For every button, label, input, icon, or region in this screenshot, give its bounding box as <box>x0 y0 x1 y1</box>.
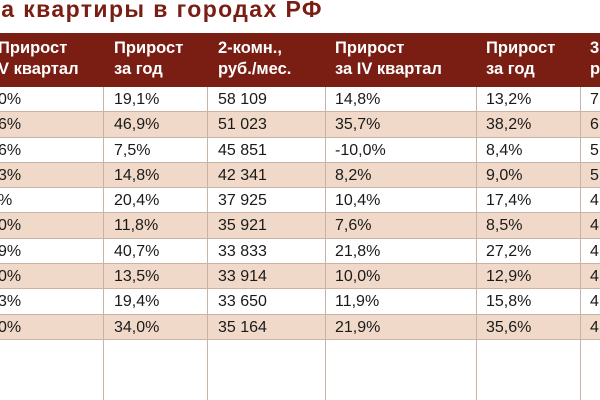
table-body: 0% 19,1% 58 109 14,8% 13,2% 7 6% 46,9% 5… <box>0 87 600 340</box>
table-cell: 5 <box>590 141 599 159</box>
table-cell: 15,8% <box>486 293 532 311</box>
table-row: 6% 46,9% 51 023 35,7% 38,2% 6 <box>0 112 600 138</box>
table-cell: 11,9% <box>335 293 380 311</box>
table-cell: 5 <box>590 166 599 184</box>
table-cell: % <box>0 190 12 211</box>
table-cell: 4 <box>590 268 599 286</box>
table-cell: 9,0% <box>486 166 523 184</box>
table-cell: 33 914 <box>218 268 267 286</box>
table-cell: 6 <box>590 116 599 134</box>
column-divider <box>207 87 208 400</box>
table-cell: 6% <box>0 116 22 134</box>
table-cell: 14,8% <box>335 91 381 108</box>
table-cell: 4 <box>590 318 599 336</box>
table-cell: 20,4% <box>114 192 160 210</box>
table-cell: 19,1% <box>114 91 160 108</box>
table-cell: 8,2% <box>335 166 372 184</box>
table-header: Прирост V квартал Прирост за год 2-комн., р… <box>0 33 600 87</box>
table-cell: 51 023 <box>218 116 267 134</box>
table-title: на квартиры в городах РФ <box>0 0 323 22</box>
table-cell: 10,0% <box>335 268 381 286</box>
table-cell: 21,9% <box>335 318 381 336</box>
column-divider <box>325 87 326 400</box>
table-cell: 4 <box>590 192 599 210</box>
header-cell: Прирост за IV квартал <box>335 39 442 78</box>
table-cell: 7,5% <box>114 141 151 159</box>
table-cell: 10,4% <box>335 192 381 210</box>
table-cell: 46,9% <box>114 116 160 134</box>
table-row: 3% 19,4% 33 650 11,9% 15,8% 4 <box>0 289 600 315</box>
table-cell: 42 341 <box>218 166 267 184</box>
table-cell: 3% <box>0 166 22 184</box>
table-cell: 35 921 <box>218 217 267 235</box>
column-divider <box>580 87 581 400</box>
table-row: 0% 11,8% 35 921 7,6% 8,5% 4 <box>0 213 600 239</box>
table-cell: 0% <box>0 91 22 108</box>
table-cell: 8,5% <box>486 217 523 235</box>
table-row: 6% 7,5% 45 851 -10,0% 8,4% 5 <box>0 138 600 163</box>
table-cell: 35,7% <box>335 116 381 134</box>
table-cell: 33 650 <box>218 293 267 311</box>
header-cell: Прирост за год <box>114 39 184 78</box>
table-cell: 37 925 <box>218 192 267 210</box>
table-cell: 9% <box>0 242 22 260</box>
table-cell: 14,8% <box>114 166 160 184</box>
table-cell: 19,4% <box>114 293 160 311</box>
table-row: 3% 14,8% 42 341 8,2% 9,0% 5 <box>0 162 600 189</box>
table-cell: 21,8% <box>335 242 381 260</box>
header-cell: 2-комн., руб./мес. <box>218 39 292 78</box>
table-cell: 38,2% <box>486 116 532 134</box>
table-cell: 40,7% <box>114 242 160 260</box>
table-cell: 6% <box>0 141 22 159</box>
table-row: 0% 19,1% 58 109 14,8% 13,2% 7 <box>0 87 600 113</box>
table-cell: 4 <box>590 217 599 235</box>
table-cell: 13,2% <box>486 91 532 108</box>
table-row: % 20,4% 37 925 10,4% 17,4% 4 <box>0 188 600 214</box>
table-cell: 3% <box>0 293 22 311</box>
table-cell: 58 109 <box>218 91 267 108</box>
table-cell: 35,6% <box>486 318 532 336</box>
table-cell: 8,4% <box>486 141 523 159</box>
table-cell: 35 164 <box>218 318 267 336</box>
table-cell: 4 <box>590 242 599 260</box>
table-cell: 7 <box>590 91 599 108</box>
table-row: 0% 13,5% 33 914 10,0% 12,9% 4 <box>0 264 600 290</box>
table-cell: 34,0% <box>114 318 160 336</box>
table-cell: 27,2% <box>486 242 532 260</box>
table-row: 9% 40,7% 33 833 21,8% 27,2% 4 <box>0 239 600 265</box>
table-cell: 0% <box>0 217 22 235</box>
table-cell: 7,6% <box>335 217 372 235</box>
table-cell: -10,0% <box>335 141 386 159</box>
table-cell: 33 833 <box>218 242 267 260</box>
table-cell: 4 <box>590 293 599 311</box>
table-cell: 0% <box>0 318 22 336</box>
column-divider <box>103 87 104 400</box>
table-cell: 11,8% <box>114 217 159 235</box>
table-cell: 17,4% <box>486 192 532 210</box>
column-divider <box>476 87 477 400</box>
table-cell: 45 851 <box>218 141 267 159</box>
table-cell: 12,9% <box>486 268 532 286</box>
header-cell: Прирост за год <box>486 39 556 78</box>
table-cell: 13,5% <box>114 268 160 286</box>
table-row: 0% 34,0% 35 164 21,9% 35,6% 4 <box>0 314 600 340</box>
header-cell: Прирост V квартал <box>0 39 79 78</box>
table-cell: 0% <box>0 268 22 286</box>
